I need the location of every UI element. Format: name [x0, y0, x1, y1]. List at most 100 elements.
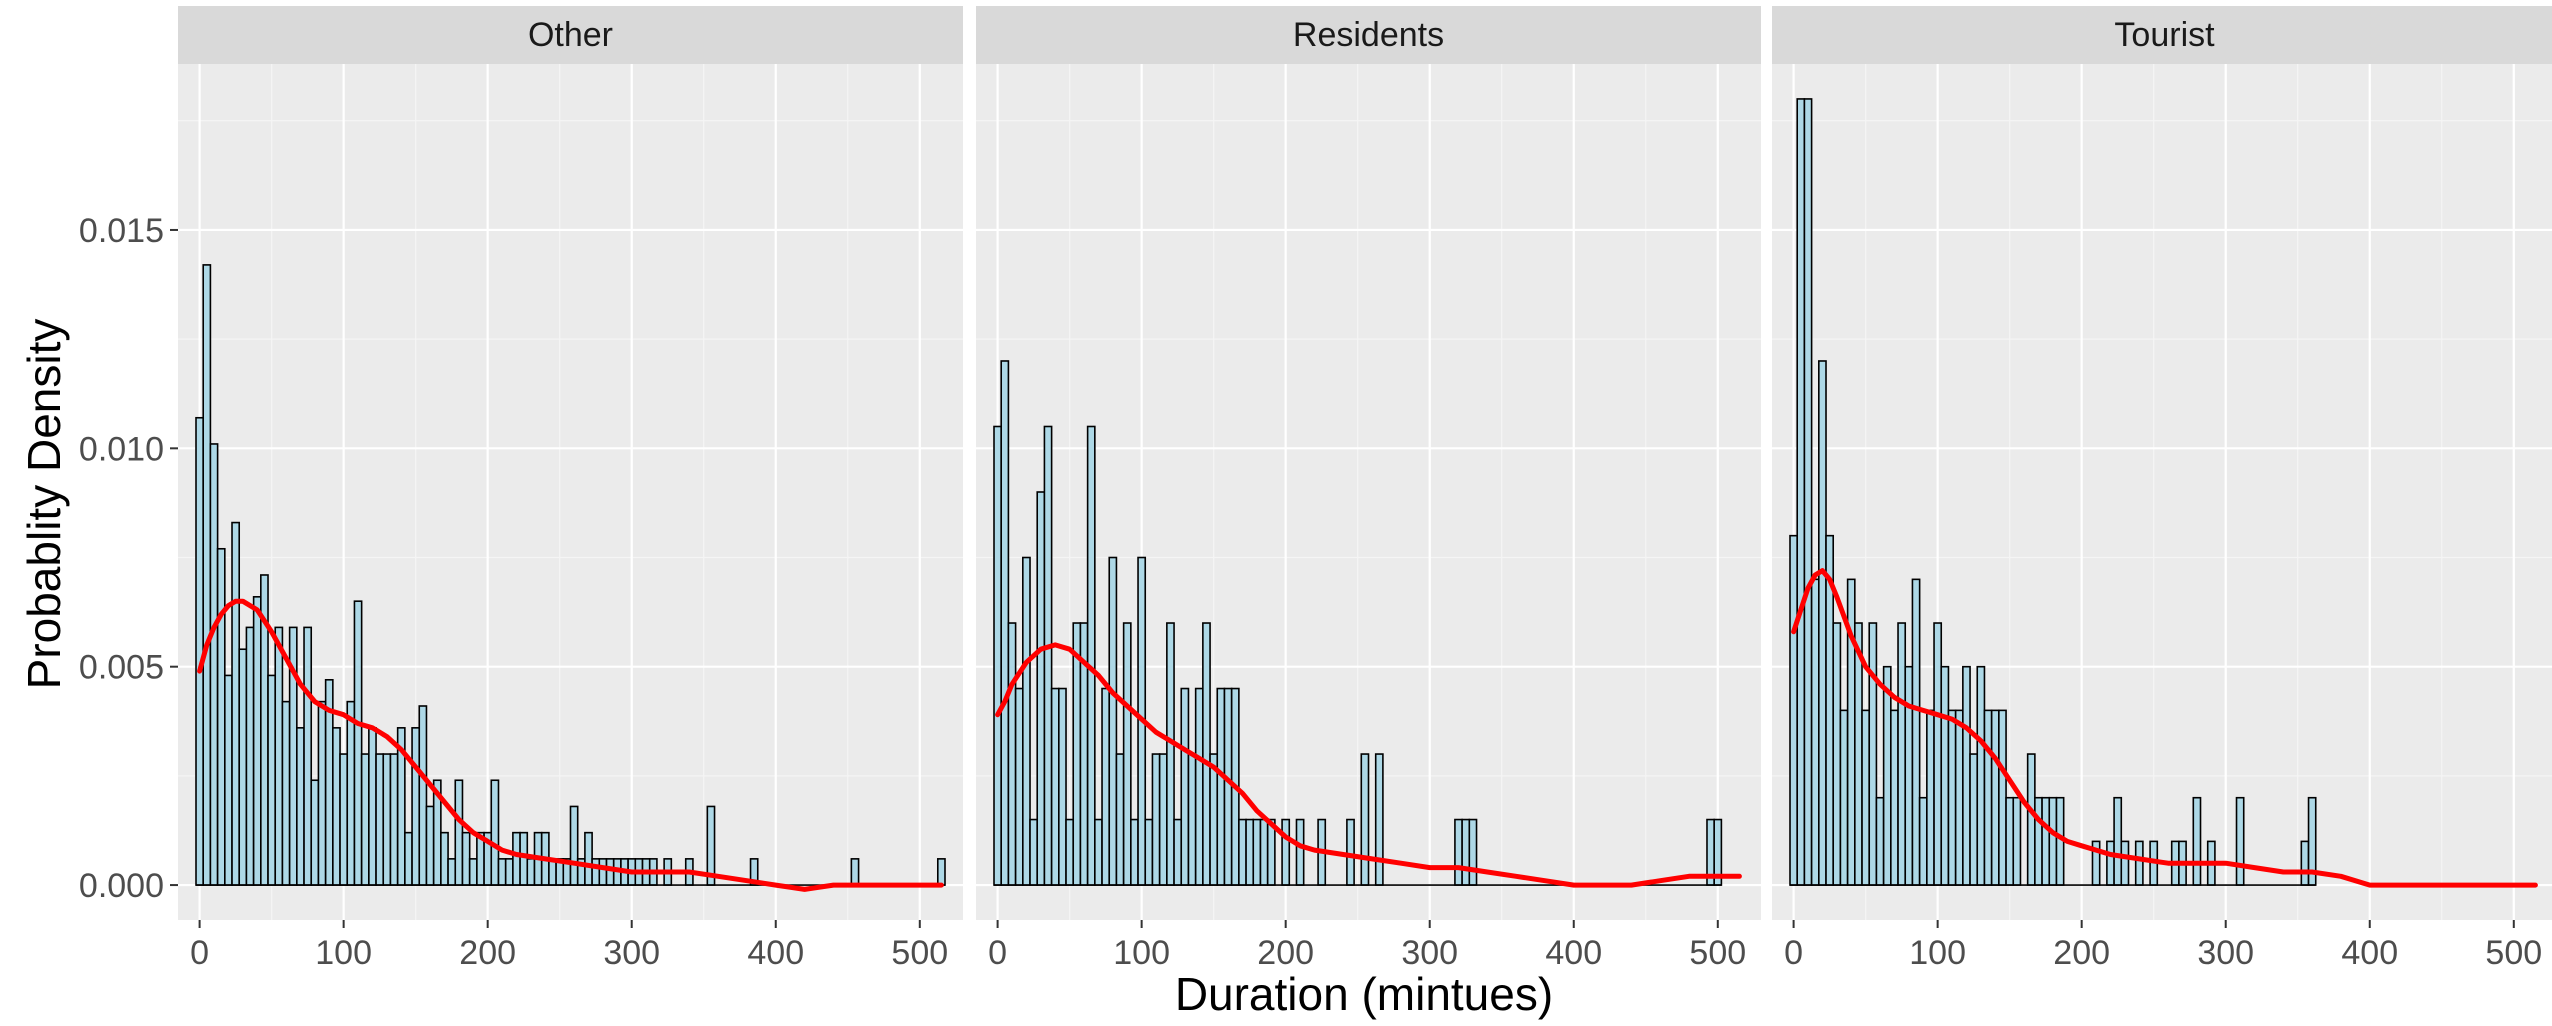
- histogram-bar: [224, 674, 233, 886]
- histogram-bar: [591, 858, 601, 886]
- histogram-bar: [1130, 818, 1139, 886]
- histogram-bar: [202, 264, 212, 886]
- histogram-bar: [447, 858, 457, 886]
- histogram-bar: [1295, 818, 1305, 886]
- histogram-bar: [1983, 709, 1993, 886]
- x-tick-label: 400: [2341, 934, 2398, 972]
- histogram-bar: [936, 858, 946, 886]
- histogram-bar: [1839, 709, 1849, 886]
- histogram-bar: [2134, 840, 2144, 886]
- histogram-bar: [1036, 491, 1046, 886]
- x-tick-label: 300: [1401, 934, 1458, 972]
- histogram-bar: [1947, 709, 1957, 886]
- histogram-bar: [1890, 709, 1899, 886]
- histogram-bar: [1259, 818, 1269, 886]
- histogram-bar: [1007, 622, 1017, 886]
- facet-panel-residents: Residents: [976, 6, 1761, 920]
- y-tick-label: 0.000: [79, 867, 164, 905]
- histogram-bar: [1144, 818, 1154, 886]
- x-tick-label: 400: [747, 934, 804, 972]
- histogram-bar: [1000, 360, 1010, 886]
- facet-strip-label: Tourist: [2114, 16, 2215, 54]
- histogram-bar: [1346, 818, 1355, 886]
- histogram-bar: [425, 805, 435, 886]
- histogram-bar: [303, 626, 313, 886]
- histogram-bar: [1861, 709, 1871, 886]
- histogram-bar: [1086, 425, 1096, 886]
- histogram-bar: [1940, 665, 1950, 886]
- histogram-bar: [195, 416, 205, 886]
- histogram-bar: [850, 858, 860, 886]
- histogram-bar: [1050, 687, 1060, 886]
- density-curve: [995, 642, 1742, 888]
- x-tick-label: 400: [1545, 934, 1602, 972]
- histogram-bar: [2005, 796, 2015, 886]
- histogram-bar: [346, 700, 356, 886]
- histogram-bar: [490, 779, 500, 886]
- x-tick-label: 100: [1909, 934, 1966, 972]
- histogram-bar: [2048, 796, 2058, 886]
- density-curve: [1791, 568, 2538, 888]
- histogram-bar: [360, 753, 370, 886]
- facet-strip: [976, 6, 1761, 64]
- histogram-bar: [332, 727, 341, 886]
- histogram-bar: [1238, 818, 1247, 886]
- histogram-bar: [1374, 753, 1384, 886]
- histogram-bar: [1803, 98, 1813, 886]
- x-tick-label: 0: [190, 934, 209, 972]
- histogram-bar: [1281, 818, 1291, 886]
- x-tick-label: 300: [603, 934, 660, 972]
- histogram-bar: [2300, 840, 2310, 886]
- histogram-bar: [1166, 622, 1175, 886]
- histogram-bar: [245, 626, 255, 886]
- histogram-bar: [1818, 360, 1827, 886]
- histogram-bar: [1029, 818, 1039, 886]
- histogram-bar: [267, 674, 277, 886]
- histogram-bar: [584, 831, 593, 886]
- histogram-bar: [382, 753, 392, 886]
- histogram-bar: [461, 831, 471, 886]
- histogram-bar: [993, 425, 1003, 886]
- y-tick-label: 0.015: [79, 212, 164, 250]
- histogram-bar: [2026, 753, 2036, 886]
- histogram-bar: [209, 443, 219, 886]
- histogram-bar: [317, 700, 327, 886]
- x-tick-label: 500: [1689, 934, 1746, 972]
- x-tick-label: 0: [988, 934, 1007, 972]
- density-curve: [197, 598, 944, 892]
- histogram-bar: [1933, 622, 1943, 886]
- histogram-bar: [1904, 665, 1914, 886]
- histogram-bar: [231, 521, 241, 886]
- histogram-bar: [252, 596, 262, 886]
- histogram-bar: [1954, 709, 1964, 886]
- histogram-bar: [468, 858, 478, 886]
- histogram-bar: [238, 648, 248, 886]
- histogram-bar: [1022, 556, 1031, 886]
- x-tick-label: 200: [459, 934, 516, 972]
- histogram-bar: [1216, 687, 1226, 886]
- histogram-bar: [569, 805, 579, 886]
- histogram-bar: [281, 700, 291, 886]
- histogram-bar: [1962, 665, 1971, 886]
- histogram-bar: [375, 753, 385, 886]
- histogram-bar: [216, 547, 226, 886]
- histogram-bar: [454, 779, 464, 886]
- histogram-bar: [2012, 796, 2022, 886]
- histogram-bar: [504, 858, 514, 886]
- histogram-bar: [1101, 687, 1111, 886]
- histogram-bar: [274, 626, 284, 886]
- histogram-bar: [1796, 98, 1806, 886]
- histogram-bar: [1122, 622, 1132, 886]
- histogram-bar: [1108, 556, 1118, 886]
- histogram-bar: [1173, 818, 1183, 886]
- x-tick-label: 500: [891, 934, 948, 972]
- x-tick-label: 100: [315, 934, 372, 972]
- histogram-bar: [2113, 796, 2123, 886]
- histogram-bar: [2192, 796, 2202, 886]
- y-axis-title: Probablity Density: [18, 319, 70, 690]
- histogram-bar: [2235, 796, 2245, 886]
- histogram-bar: [1868, 622, 1878, 886]
- facet-strip: [1772, 6, 2552, 64]
- facet-panel-tourist: Tourist: [1772, 6, 2552, 920]
